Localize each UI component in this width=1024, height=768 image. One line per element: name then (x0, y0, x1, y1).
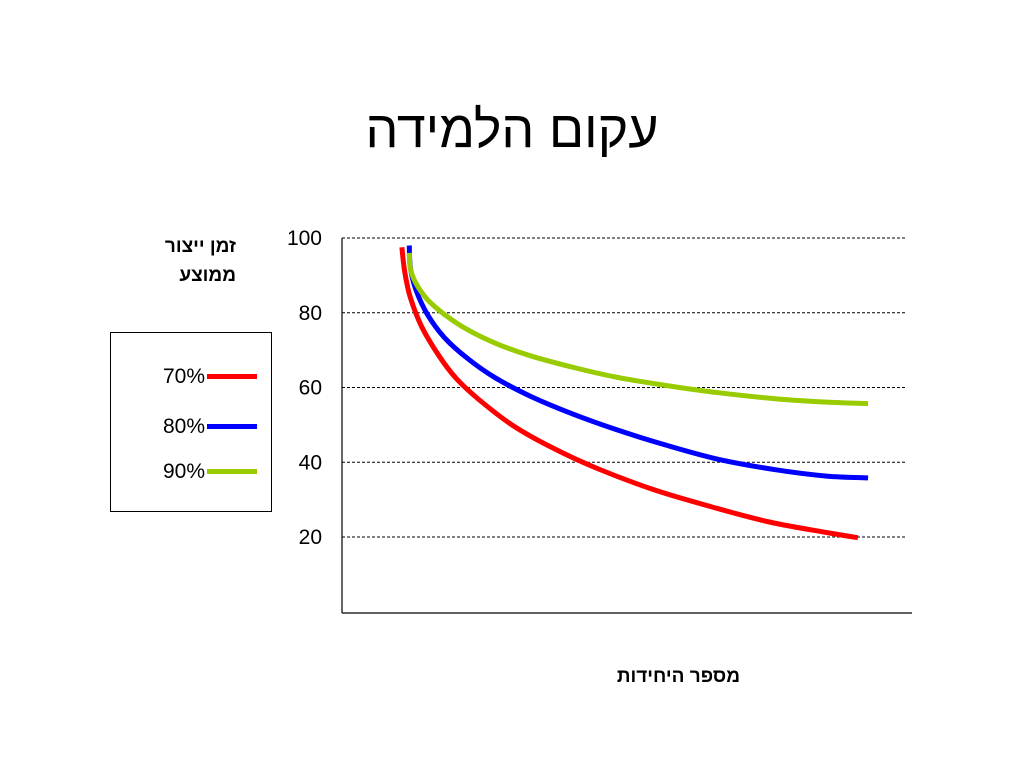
legend-label-90: 90% (162, 460, 205, 483)
legend: 70% 80% 90% (110, 332, 272, 512)
legend-swatch-90 (207, 469, 257, 474)
y-tick-label-20: 20 (299, 526, 322, 549)
legend-swatch-70 (207, 374, 257, 379)
legend-item-70: 70% (111, 365, 273, 389)
grid-lines (342, 237, 905, 538)
y-tick-label-40: 40 (299, 451, 322, 474)
series-line-70 (399, 247, 859, 541)
y-tick-labels: 100 80 60 40 20 (287, 227, 322, 549)
y-tick-label-60: 60 (299, 377, 322, 400)
series-line-80 (406, 245, 869, 481)
axes (341, 238, 912, 614)
x-axis-label: מספר היחידות (616, 666, 740, 687)
y-tick-label-80: 80 (299, 302, 322, 325)
slide-title: עקום הלמידה (365, 101, 659, 159)
legend-item-90: 90% (111, 460, 273, 484)
series-line-90 (406, 252, 869, 407)
legend-item-80: 80% (111, 415, 273, 439)
y-tick-label-100: 100 (287, 227, 322, 250)
legend-label-70: 70% (162, 365, 205, 388)
series-lines (399, 245, 869, 541)
y-axis-label: זמן ייצור ממוצע (164, 236, 236, 286)
legend-label-80: 80% (162, 415, 205, 438)
legend-swatch-80 (207, 424, 257, 429)
